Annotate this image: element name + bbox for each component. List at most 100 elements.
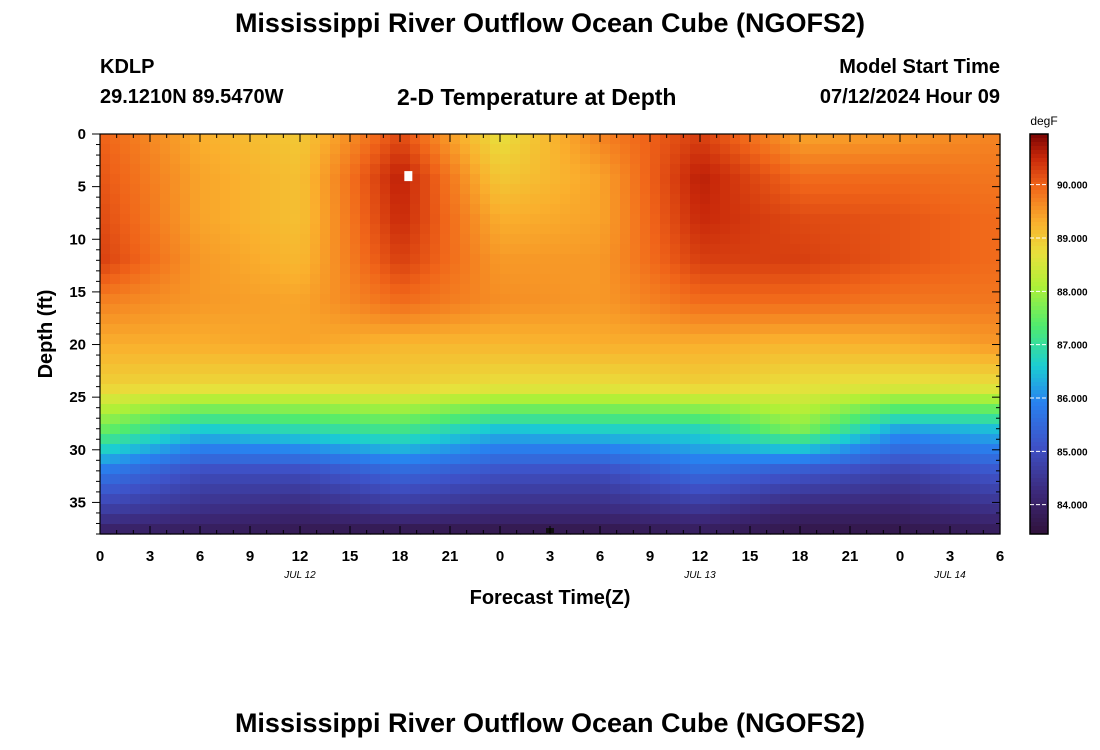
heatmap-cell xyxy=(350,434,361,445)
heatmap-cell xyxy=(100,154,111,165)
heatmap-cell xyxy=(480,404,491,415)
heatmap-cell xyxy=(180,204,191,215)
heatmap-cell xyxy=(870,524,881,535)
heatmap-cell xyxy=(720,314,731,325)
heatmap-cell xyxy=(410,424,421,435)
heatmap-cell xyxy=(740,284,751,295)
heatmap-cell xyxy=(430,484,441,495)
heatmap-cell xyxy=(660,374,671,385)
heatmap-cell xyxy=(680,384,691,395)
heatmap-cell xyxy=(830,154,841,165)
heatmap-cell xyxy=(610,314,621,325)
heatmap-cell xyxy=(340,364,351,375)
heatmap-cell xyxy=(560,524,571,535)
heatmap-cell xyxy=(390,434,401,445)
heatmap-cell xyxy=(230,184,241,195)
heatmap-cell xyxy=(340,234,351,245)
heatmap-cell xyxy=(330,164,341,175)
heatmap-cell xyxy=(880,264,891,275)
heatmap-cell xyxy=(560,494,571,505)
heatmap-cell xyxy=(660,154,671,165)
heatmap-cell xyxy=(540,484,551,495)
heatmap-cell xyxy=(560,154,571,165)
heatmap-cell xyxy=(750,204,761,215)
heatmap-cell xyxy=(510,494,521,505)
heatmap-cell xyxy=(850,244,861,255)
heatmap-cell xyxy=(360,234,371,245)
heatmap-cell xyxy=(190,434,201,445)
heatmap-cell xyxy=(550,394,561,405)
colorbar-step xyxy=(1030,402,1048,407)
heatmap-cell xyxy=(770,514,781,525)
heatmap-cell xyxy=(440,134,451,145)
heatmap-cell xyxy=(290,464,301,475)
heatmap-cell xyxy=(590,294,601,305)
heatmap-cell xyxy=(260,304,271,315)
heatmap-cell xyxy=(530,234,541,245)
heatmap-cell xyxy=(810,234,821,245)
heatmap-cell xyxy=(760,394,771,405)
heatmap-cell xyxy=(330,494,341,505)
heatmap-cell xyxy=(830,494,841,505)
heatmap-cell xyxy=(620,414,631,425)
heatmap-cell xyxy=(380,164,391,175)
heatmap-cell xyxy=(840,484,851,495)
heatmap-cell xyxy=(970,284,981,295)
heatmap-cell xyxy=(220,474,231,485)
heatmap-cell xyxy=(860,354,871,365)
heatmap-cell xyxy=(640,474,651,485)
heatmap-cell xyxy=(160,214,171,225)
colorbar-step xyxy=(1030,414,1048,419)
heatmap-cell xyxy=(280,504,291,515)
heatmap-cell xyxy=(700,214,711,225)
heatmap-cell xyxy=(260,374,271,385)
heatmap-cell xyxy=(970,374,981,385)
heatmap-cell xyxy=(140,204,151,215)
heatmap-cell xyxy=(640,414,651,425)
heatmap-cell xyxy=(500,404,511,415)
heatmap-cell xyxy=(880,334,891,345)
heatmap-cell xyxy=(590,434,601,445)
heatmap-cell xyxy=(490,334,501,345)
heatmap-cell xyxy=(200,304,211,315)
heatmap-cell xyxy=(540,154,551,165)
heatmap-cell xyxy=(720,464,731,475)
heatmap-cell xyxy=(910,204,921,215)
heatmap-cell xyxy=(330,324,341,335)
heatmap-cell xyxy=(370,264,381,275)
colorbar-step xyxy=(1030,166,1048,171)
heatmap-cell xyxy=(960,214,971,225)
heatmap-cell xyxy=(780,434,791,445)
heatmap-cell xyxy=(590,184,601,195)
heatmap-cell xyxy=(790,364,801,375)
heatmap-cell xyxy=(940,274,951,285)
heatmap-cell xyxy=(830,174,841,185)
heatmap-cell xyxy=(660,194,671,205)
heatmap-cell xyxy=(120,374,131,385)
heatmap-cell xyxy=(680,234,691,245)
heatmap-cell xyxy=(220,244,231,255)
heatmap-cell xyxy=(910,504,921,515)
heatmap-cell xyxy=(230,234,241,245)
heatmap-cell xyxy=(580,364,591,375)
heatmap-cell xyxy=(140,414,151,425)
heatmap-cell xyxy=(960,504,971,515)
heatmap-cell xyxy=(140,424,151,435)
heatmap-cell xyxy=(610,234,621,245)
heatmap-cell xyxy=(180,354,191,365)
heatmap-cell xyxy=(640,394,651,405)
heatmap-cell xyxy=(370,194,381,205)
heatmap-cell xyxy=(400,334,411,345)
x-tick-label: 18 xyxy=(392,548,409,565)
heatmap-cell xyxy=(950,314,961,325)
heatmap-cell xyxy=(540,244,551,255)
heatmap-cell xyxy=(470,334,481,345)
heatmap-cell xyxy=(430,514,441,525)
heatmap-cell xyxy=(910,324,921,335)
heatmap-cell xyxy=(690,514,701,525)
heatmap-cell xyxy=(370,464,381,475)
heatmap-cell xyxy=(600,284,611,295)
heatmap-cell xyxy=(760,144,771,155)
heatmap-cell xyxy=(620,254,631,265)
